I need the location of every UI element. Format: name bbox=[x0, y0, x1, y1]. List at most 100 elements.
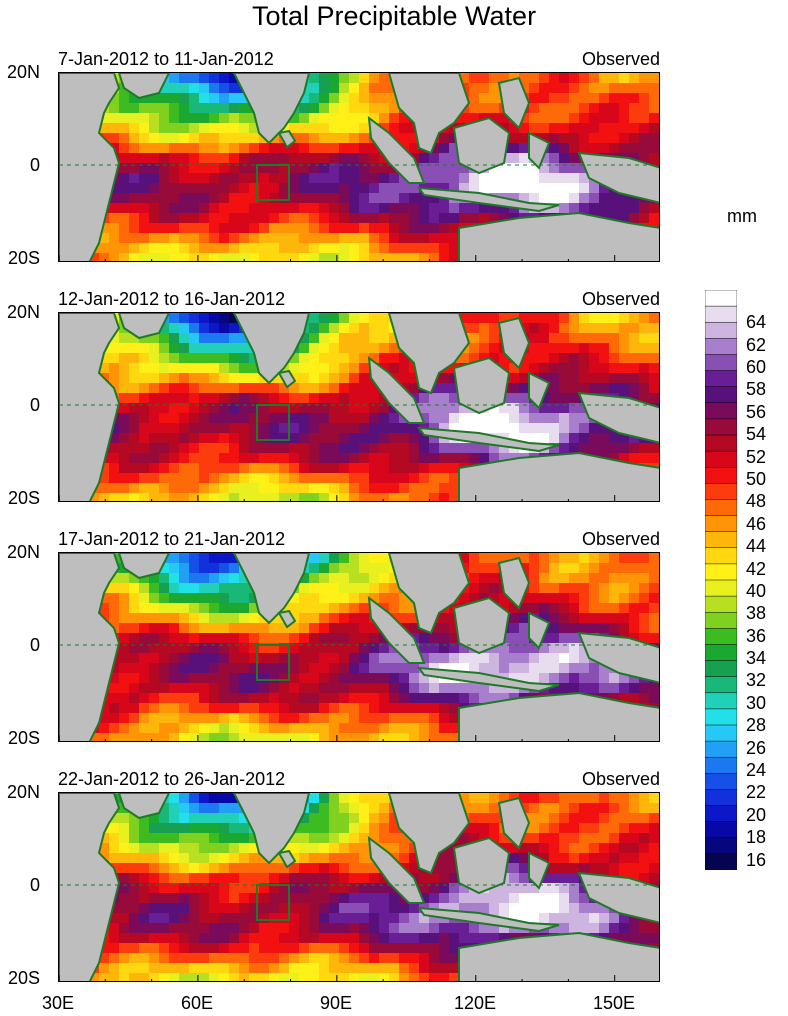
tpw-cell bbox=[399, 463, 410, 474]
tpw-cell bbox=[99, 493, 110, 501]
tpw-cell bbox=[229, 683, 240, 694]
tpw-cell bbox=[569, 143, 580, 154]
tpw-cell bbox=[319, 863, 330, 874]
colorbar-swatch bbox=[705, 821, 737, 839]
tpw-cell bbox=[169, 613, 180, 624]
tpw-cell bbox=[509, 193, 520, 204]
tpw-cell bbox=[439, 953, 450, 964]
tpw-cell bbox=[129, 893, 140, 904]
tpw-cell bbox=[329, 143, 340, 154]
tpw-cell bbox=[609, 683, 620, 694]
tpw-cell bbox=[469, 573, 480, 584]
tpw-cell bbox=[429, 963, 440, 974]
tpw-cell bbox=[279, 473, 290, 484]
tpw-cell bbox=[229, 243, 240, 254]
tpw-cell bbox=[129, 843, 140, 854]
tpw-cell bbox=[159, 223, 170, 234]
tpw-cell bbox=[429, 193, 440, 204]
tpw-cell bbox=[559, 673, 570, 684]
tpw-cell bbox=[459, 163, 470, 174]
tpw-cell bbox=[599, 673, 610, 684]
tpw-cell bbox=[549, 863, 560, 874]
tpw-cell bbox=[209, 213, 220, 224]
tpw-cell bbox=[489, 693, 500, 704]
tpw-cell bbox=[239, 613, 250, 624]
tpw-cell bbox=[199, 663, 210, 674]
tpw-cell bbox=[429, 943, 440, 954]
tpw-cell bbox=[199, 473, 210, 484]
tpw-cell bbox=[379, 573, 390, 584]
tpw-cell bbox=[319, 723, 330, 734]
tpw-cell bbox=[99, 943, 110, 954]
tpw-cell bbox=[349, 643, 360, 654]
tpw-cell bbox=[309, 823, 320, 834]
tpw-cell bbox=[579, 913, 590, 924]
tpw-cell bbox=[239, 483, 250, 494]
tpw-cell bbox=[509, 853, 520, 864]
tpw-cell bbox=[379, 703, 390, 714]
tpw-cell bbox=[429, 403, 440, 414]
tpw-cell bbox=[349, 103, 360, 114]
tpw-cell bbox=[389, 703, 400, 714]
tpw-cell bbox=[649, 813, 659, 824]
tpw-cell bbox=[659, 413, 660, 424]
tpw-cell bbox=[619, 603, 630, 614]
tpw-cell bbox=[309, 973, 320, 981]
tpw-cell bbox=[179, 163, 190, 174]
tpw-cell bbox=[139, 493, 150, 501]
tpw-cell bbox=[619, 913, 630, 924]
tpw-cell bbox=[349, 363, 360, 374]
tpw-cell bbox=[259, 213, 270, 224]
tpw-cell bbox=[549, 193, 560, 204]
tpw-cell bbox=[529, 893, 540, 904]
tpw-cell bbox=[149, 253, 160, 261]
tpw-cell bbox=[129, 583, 140, 594]
tpw-cell bbox=[639, 113, 650, 124]
tpw-cell bbox=[459, 793, 470, 804]
tpw-cell bbox=[309, 843, 320, 854]
tpw-cell bbox=[119, 413, 130, 424]
tpw-cell bbox=[589, 863, 600, 874]
tpw-cell bbox=[589, 193, 600, 204]
tpw-cell bbox=[219, 923, 230, 934]
tpw-cell bbox=[269, 883, 280, 894]
tpw-cell bbox=[589, 593, 600, 604]
tpw-cell bbox=[529, 363, 540, 374]
tpw-cell bbox=[559, 363, 570, 374]
tpw-cell bbox=[439, 373, 450, 384]
tpw-cell bbox=[549, 333, 560, 344]
tpw-cell bbox=[659, 313, 660, 324]
tpw-cell bbox=[469, 333, 480, 344]
tpw-cell bbox=[239, 433, 250, 444]
tpw-cell bbox=[149, 653, 160, 664]
tpw-cell bbox=[459, 653, 470, 664]
tpw-cell bbox=[419, 713, 430, 724]
colorbar-swatch bbox=[705, 837, 737, 855]
tpw-cell bbox=[89, 733, 100, 741]
tpw-cell bbox=[599, 913, 610, 924]
tpw-cell bbox=[429, 223, 440, 234]
tpw-cell bbox=[159, 183, 170, 194]
tpw-cell bbox=[169, 623, 180, 634]
tpw-cell bbox=[549, 343, 560, 354]
tpw-cell bbox=[609, 203, 620, 214]
tpw-cell bbox=[469, 653, 480, 664]
tpw-cell bbox=[219, 673, 230, 684]
tpw-cell bbox=[629, 913, 640, 924]
tpw-cell bbox=[129, 163, 140, 174]
tpw-cell bbox=[539, 813, 550, 824]
tpw-cell bbox=[189, 153, 200, 164]
tpw-cell bbox=[339, 653, 350, 664]
tpw-cell bbox=[329, 223, 340, 234]
tpw-cell bbox=[279, 403, 290, 414]
tpw-cell bbox=[369, 163, 380, 174]
tpw-cell bbox=[269, 143, 280, 154]
tpw-cell bbox=[519, 853, 530, 864]
tpw-cell bbox=[149, 353, 160, 364]
tpw-cell bbox=[609, 363, 620, 374]
tpw-cell bbox=[599, 603, 610, 614]
tpw-cell bbox=[349, 843, 360, 854]
tpw-cell bbox=[329, 573, 340, 584]
tpw-cell bbox=[339, 213, 350, 224]
land-mass bbox=[416, 666, 560, 693]
